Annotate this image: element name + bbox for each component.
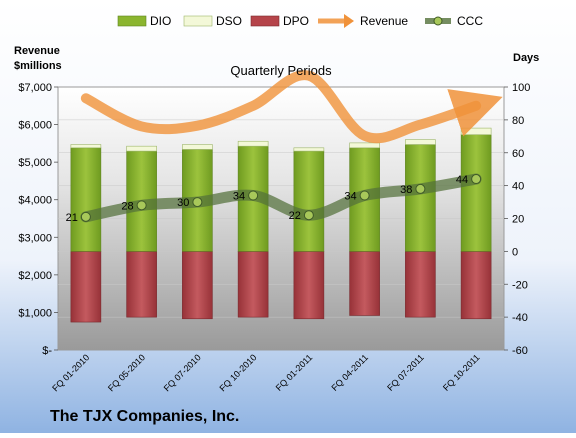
legend-label-dso: DSO xyxy=(216,14,242,28)
dpo-bar xyxy=(293,251,325,320)
dso-bar xyxy=(405,139,436,145)
ccc-marker xyxy=(192,197,203,208)
ccc-marker xyxy=(303,210,314,221)
dpo-bar xyxy=(182,251,213,320)
dso-bar xyxy=(182,144,213,150)
dso-bar xyxy=(237,140,269,147)
dio-bar xyxy=(70,147,102,252)
left-axis-tick-label: $7,000 xyxy=(18,82,52,94)
dpo-bar xyxy=(405,251,436,318)
ccc-marker xyxy=(359,190,370,201)
ccc-data-label: 21 xyxy=(66,212,78,224)
revenue-line xyxy=(80,70,503,144)
ccc-data-label: 38 xyxy=(400,184,412,196)
legend-arrowhead xyxy=(344,14,354,28)
ccc-marker xyxy=(471,174,482,185)
right-axis-label: Days xyxy=(513,52,539,64)
right-axis-tick-label: 0 xyxy=(512,246,518,258)
left-axis-tick-label: $5,000 xyxy=(18,157,52,169)
ccc-data-label: 34 xyxy=(344,190,356,202)
legend-swatch-dso xyxy=(183,15,213,27)
dso-bar xyxy=(70,144,102,149)
dso-bar xyxy=(460,127,492,135)
dio-bar xyxy=(405,144,436,252)
dpo-bar xyxy=(237,251,269,318)
right-axis-tick-label: 100 xyxy=(512,82,530,94)
dio-bar xyxy=(460,134,492,252)
left-axis-tick-label: $1,000 xyxy=(18,307,52,319)
right-axis-tick-label: 60 xyxy=(512,148,524,160)
ccc-data-label: 44 xyxy=(456,174,468,186)
legend-swatch-dpo xyxy=(250,15,280,27)
legend-label-ccc: CCC xyxy=(457,14,483,28)
ccc-marker xyxy=(80,211,91,222)
ccc-marker xyxy=(248,190,259,201)
dso-bar xyxy=(349,142,380,149)
dso-bar xyxy=(126,145,157,152)
legend-ccc-marker xyxy=(433,16,443,26)
right-axis-tick-label: 20 xyxy=(512,214,524,226)
ccc-marker xyxy=(136,200,147,211)
legend-label-dpo: DPO xyxy=(283,14,309,28)
ccc-data-label: 34 xyxy=(233,190,245,202)
lines-group: 21 28 30 34 22 34 38 44 xyxy=(66,70,503,224)
left-axis-label-line1: Revenue xyxy=(14,45,60,57)
dpo-bar xyxy=(460,251,492,320)
dpo-bar xyxy=(70,251,102,323)
ccc-data-label: 28 xyxy=(121,200,133,212)
left-axis-label-line2: $millions xyxy=(14,60,62,72)
left-axis-tick-label: $4,000 xyxy=(18,195,52,207)
legend-label-revenue: Revenue xyxy=(360,14,408,28)
legend-swatch-dio xyxy=(117,15,147,27)
left-axis-tick-label: $3,000 xyxy=(18,232,52,244)
legend-label-dio: DIO xyxy=(150,14,171,28)
dio-bar xyxy=(293,150,325,252)
left-axis-tick-label: $6,000 xyxy=(18,120,52,132)
right-axis-tick-label: -60 xyxy=(512,345,528,357)
dso-bar xyxy=(293,147,325,152)
right-axis-tick-label: 80 xyxy=(512,115,524,127)
dpo-bar xyxy=(126,251,157,318)
right-axis-tick-label: -40 xyxy=(512,312,528,324)
legend: DIO DSO DPO Revenue CCC xyxy=(117,14,483,28)
company-name: The TJX Companies, Inc. xyxy=(50,408,239,425)
left-axis-tick-label: $2,000 xyxy=(18,270,52,282)
dpo-bar xyxy=(349,251,380,316)
left-axis-tick-label: $- xyxy=(42,345,52,357)
ccc-marker xyxy=(415,183,426,194)
right-axis-tick-label: 40 xyxy=(512,181,524,193)
right-axis-tick-label: -20 xyxy=(512,279,528,291)
ccc-data-label: 22 xyxy=(289,210,301,222)
ccc-data-label: 30 xyxy=(177,197,189,209)
chart-title: Quarterly Periods xyxy=(230,63,332,78)
